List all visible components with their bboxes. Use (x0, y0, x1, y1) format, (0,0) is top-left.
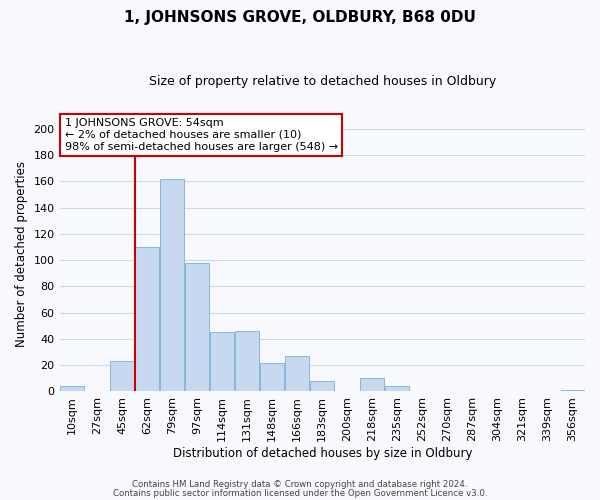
Bar (385, 386, 409, 392)
Bar (110, 361, 134, 392)
X-axis label: Distribution of detached houses by size in Oldbury: Distribution of detached houses by size … (173, 447, 472, 460)
Bar (160, 178, 184, 392)
Bar (135, 247, 159, 392)
Bar (60, 386, 84, 392)
Y-axis label: Number of detached properties: Number of detached properties (15, 160, 28, 346)
Bar (361, 378, 384, 392)
Title: Size of property relative to detached houses in Oldbury: Size of property relative to detached ho… (149, 75, 496, 88)
Bar (560, 390, 584, 392)
Bar (185, 262, 209, 392)
Text: Contains public sector information licensed under the Open Government Licence v3: Contains public sector information licen… (113, 490, 487, 498)
Bar (210, 332, 234, 392)
Bar (235, 331, 259, 392)
Bar (286, 356, 309, 392)
Text: 1 JOHNSONS GROVE: 54sqm
← 2% of detached houses are smaller (10)
98% of semi-det: 1 JOHNSONS GROVE: 54sqm ← 2% of detached… (65, 118, 338, 152)
Text: 1, JOHNSONS GROVE, OLDBURY, B68 0DU: 1, JOHNSONS GROVE, OLDBURY, B68 0DU (124, 10, 476, 25)
Bar (310, 381, 334, 392)
Bar (260, 362, 284, 392)
Text: Contains HM Land Registry data © Crown copyright and database right 2024.: Contains HM Land Registry data © Crown c… (132, 480, 468, 489)
